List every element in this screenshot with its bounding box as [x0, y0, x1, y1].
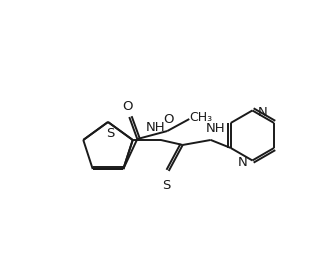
- Text: O: O: [163, 113, 173, 126]
- Text: NH: NH: [146, 121, 166, 134]
- Text: N: N: [238, 156, 247, 169]
- Text: NH: NH: [206, 122, 226, 135]
- Text: N: N: [257, 106, 267, 119]
- Text: S: S: [162, 179, 171, 192]
- Text: S: S: [106, 127, 114, 140]
- Text: CH₃: CH₃: [190, 111, 213, 124]
- Text: O: O: [122, 100, 132, 113]
